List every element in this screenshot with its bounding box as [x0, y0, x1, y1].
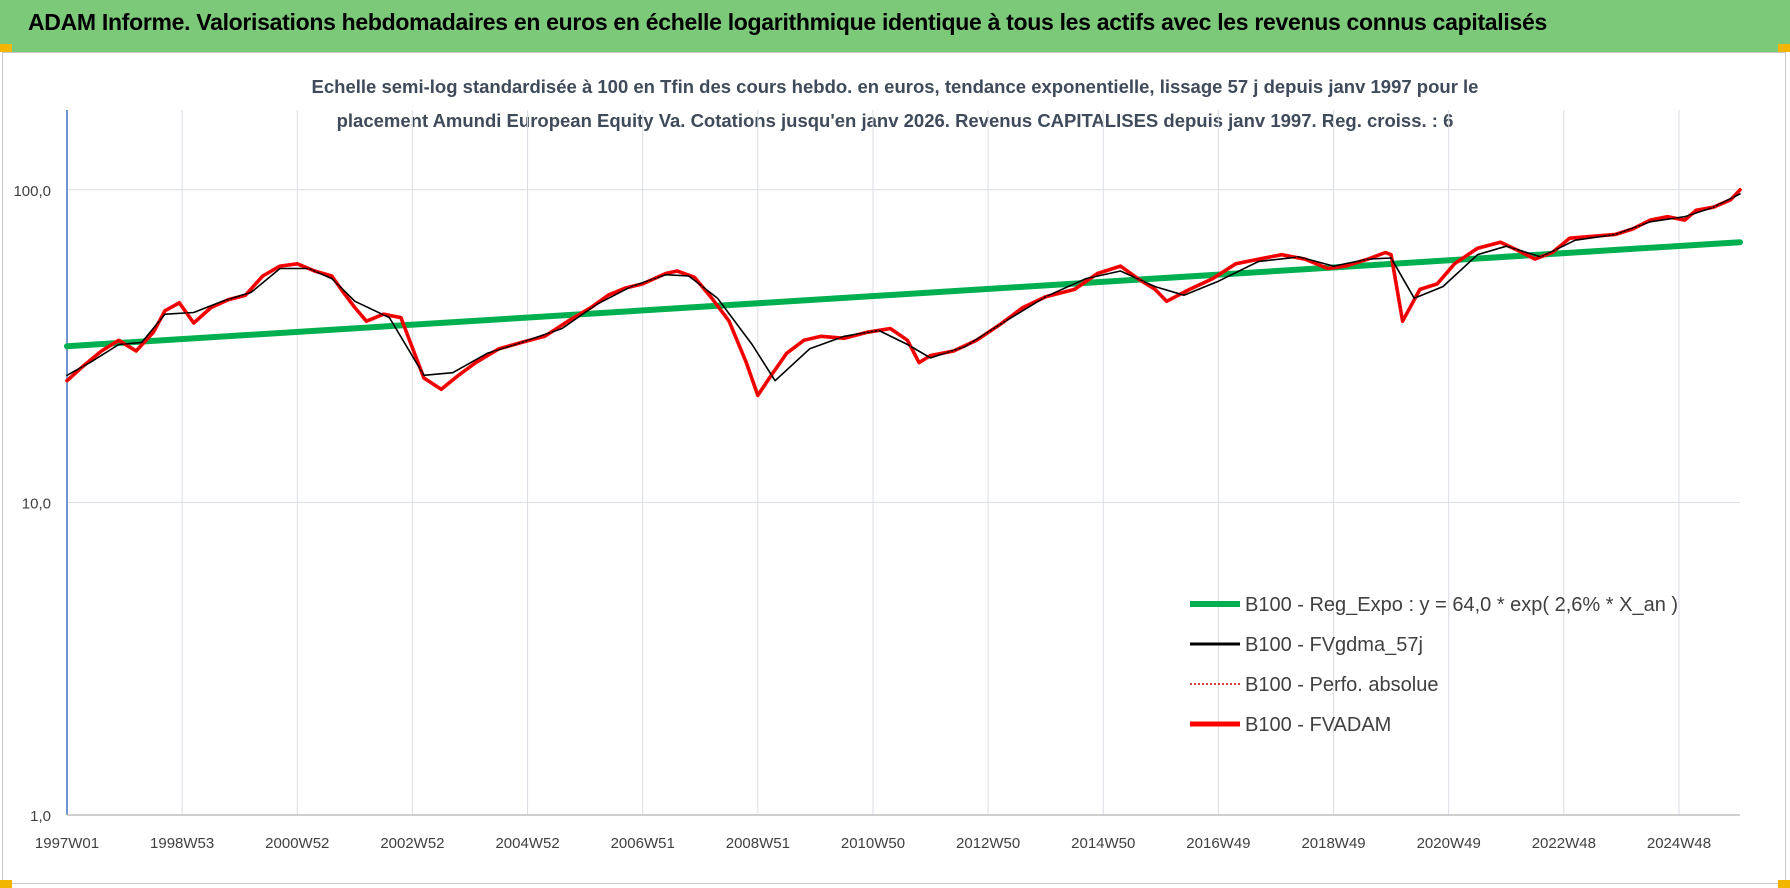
grid-layer	[66, 110, 1740, 815]
series-line-0	[64, 239, 1743, 350]
corner-marker-top-left	[0, 44, 12, 52]
header-title: ADAM Informe. Valorisations hebdomadaire…	[28, 9, 1547, 35]
x-tick-label: 1997W01	[35, 835, 99, 852]
legend-label: B100 - FVgdma_57j	[1245, 634, 1423, 656]
corner-marker-bottom-right	[1778, 880, 1790, 888]
y-tick-label: 1,0	[30, 808, 51, 825]
legend-layer: B100 - Reg_Expo : y = 64,0 * exp( 2,6% *…	[1190, 594, 1678, 736]
series-layer	[64, 188, 1743, 398]
x-tick-label: 2016W49	[1186, 835, 1250, 852]
y-tick-label: 10,0	[22, 495, 51, 512]
x-tick-label: 2002W52	[380, 835, 444, 852]
x-tick-label: 2008W51	[726, 835, 790, 852]
x-tick-label: 2020W49	[1417, 835, 1481, 852]
corner-marker-top-right	[1778, 44, 1790, 52]
x-tick-label: 2022W48	[1532, 835, 1596, 852]
x-tick-label: 2004W52	[495, 835, 559, 852]
chart-title-line-1: Echelle semi-log standardisée à 100 en T…	[311, 76, 1479, 97]
x-tick-label: 2018W49	[1301, 835, 1365, 852]
y-tick-label: 100,0	[13, 183, 51, 200]
x-tick-label: 2000W52	[265, 835, 329, 852]
x-tick-label: 2012W50	[956, 835, 1020, 852]
series-line-perfo	[66, 189, 1741, 397]
legend-label: B100 - Reg_Expo : y = 64,0 * exp( 2,6% *…	[1245, 594, 1678, 616]
chart-title-line-2: placement Amundi European Equity Va. Cot…	[336, 110, 1454, 131]
legend-label: B100 - Perfo. absolue	[1245, 674, 1438, 696]
axes-layer: 1997W01 1998W53 2000W52 2002W52 2004W52 2006W…	[13, 110, 1740, 852]
series-line-2	[66, 193, 1741, 382]
chart-frame	[2, 52, 1786, 884]
legend-label: B100 - FVADAM	[1245, 714, 1391, 736]
x-tick-label: 2010W50	[841, 835, 905, 852]
x-tick-label: 2024W48	[1647, 835, 1711, 852]
x-tick-label: 1998W53	[150, 835, 214, 852]
x-tick-label: 2014W50	[1071, 835, 1135, 852]
corner-marker-bottom-left	[0, 880, 12, 888]
x-tick-label: 2006W51	[611, 835, 675, 852]
header-banner: ADAM Informe. Valorisations hebdomadaire…	[0, 0, 1790, 52]
